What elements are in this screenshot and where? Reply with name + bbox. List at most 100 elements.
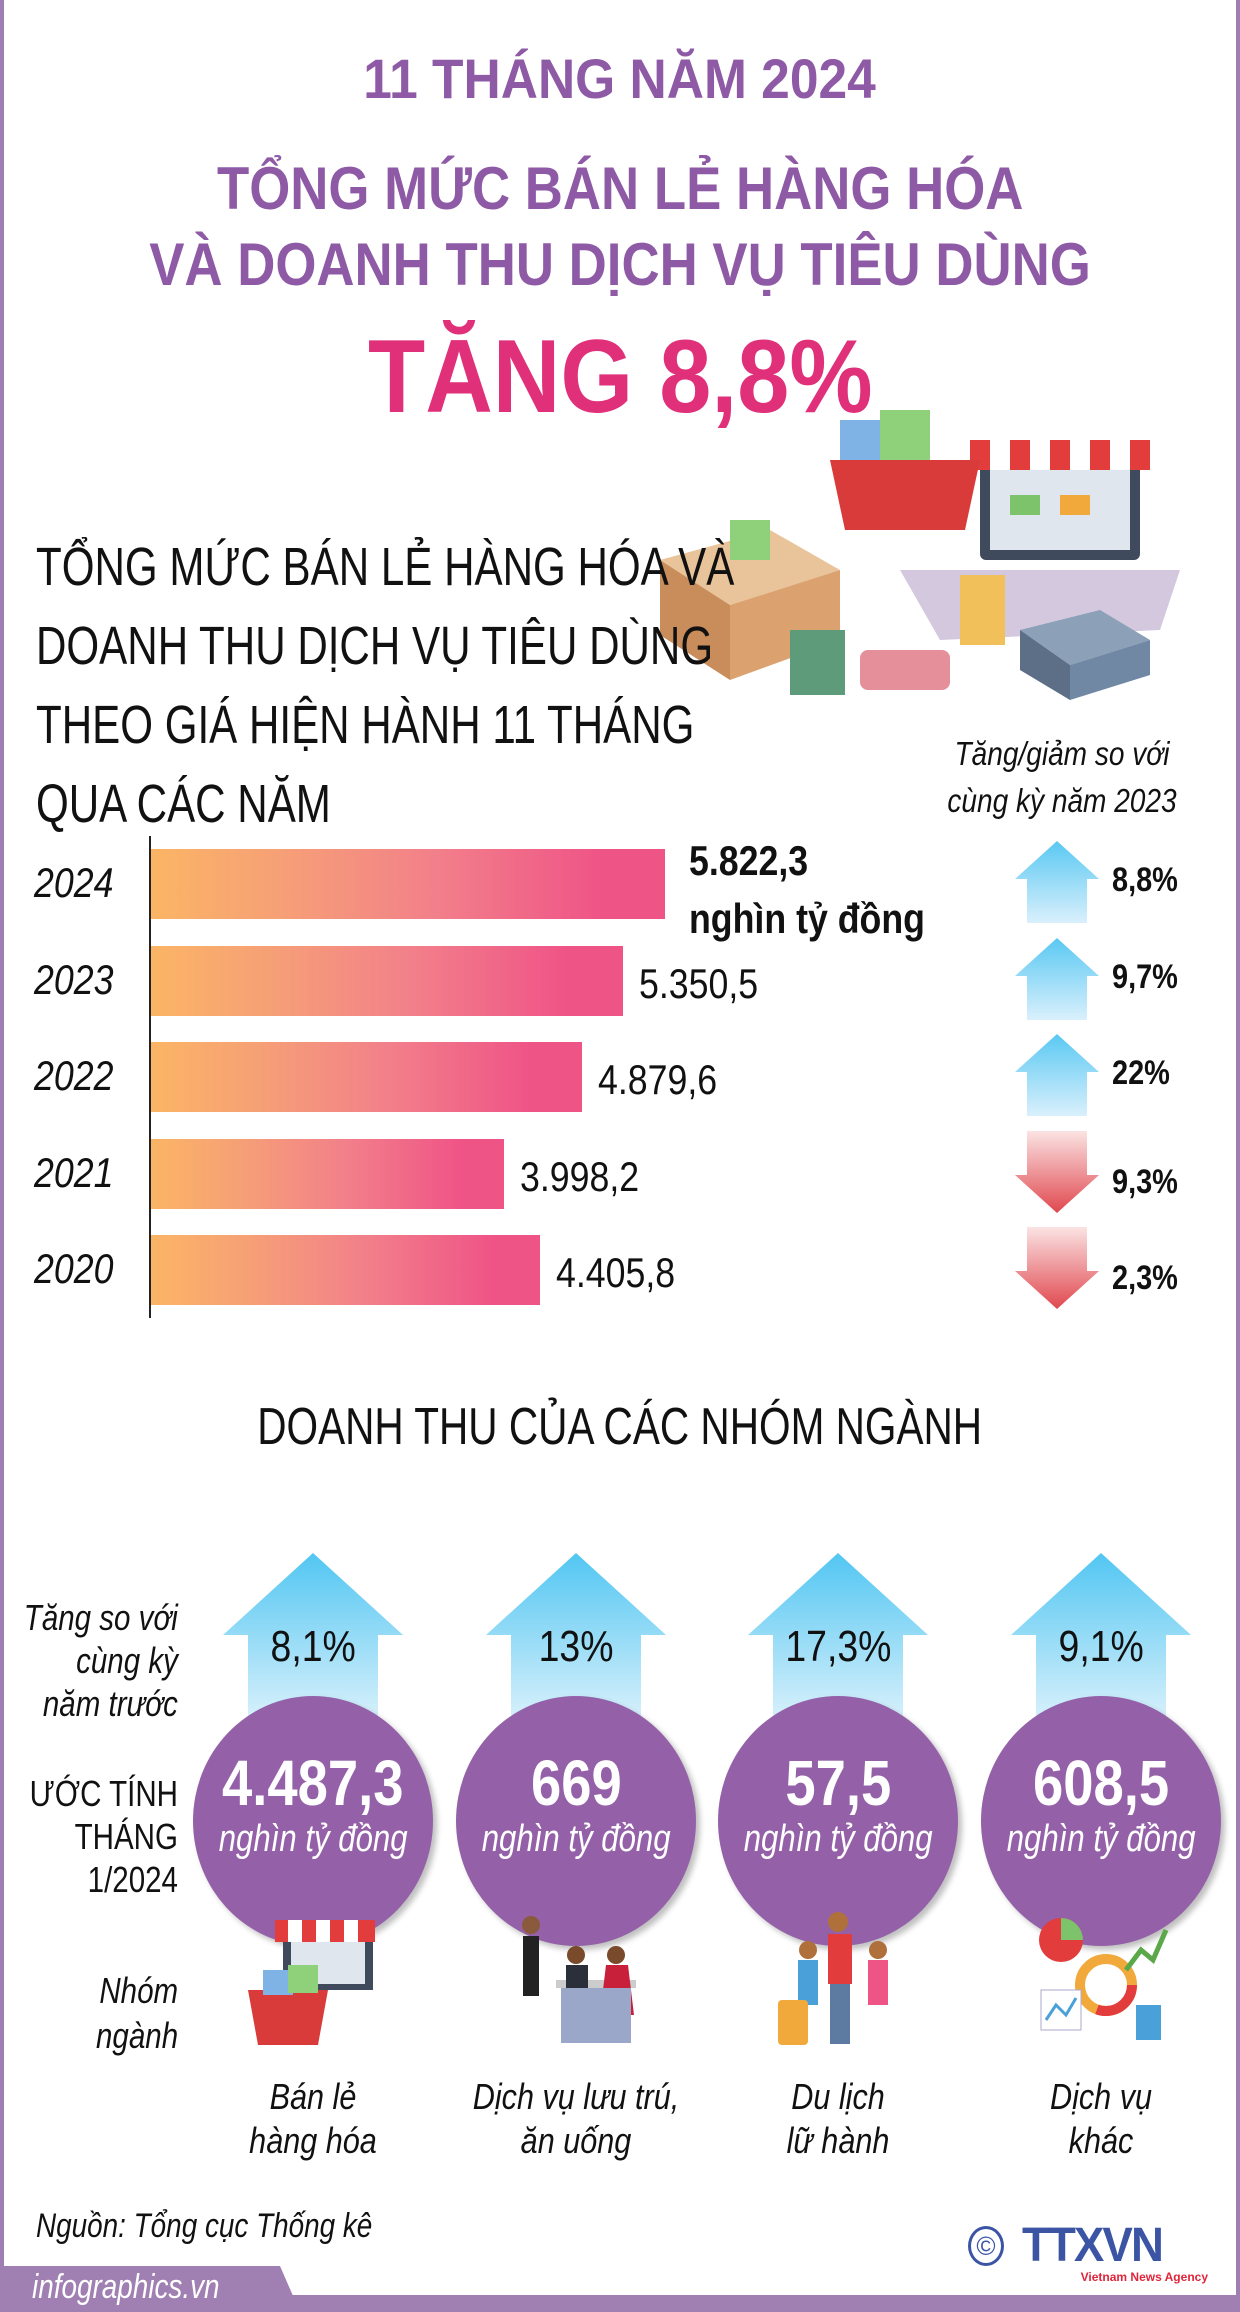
value-label: 5.350,5 bbox=[639, 960, 779, 1008]
group-name-line: ăn uống bbox=[520, 2120, 632, 2161]
logo-subtext: Vietnam News Agency bbox=[1080, 2270, 1208, 2284]
change-label: 22% bbox=[1112, 1054, 1180, 1093]
change-note-line: cùng kỳ năm 2023 bbox=[947, 782, 1177, 819]
group-value-text: 669 bbox=[530, 1747, 622, 1819]
row-label-line: 1/2024 bbox=[87, 1859, 178, 1900]
value-label-text: 5.822,3 bbox=[689, 837, 809, 884]
arrow-down-icon bbox=[1015, 1227, 1099, 1309]
year-label-text: 2023 bbox=[34, 955, 114, 1003]
travel-icon bbox=[778, 1912, 888, 2045]
group-unit: nghìn tỷ đồng bbox=[688, 1818, 988, 1861]
growth-label: 8,1% bbox=[213, 1622, 413, 1672]
group-unit-text: nghìn tỷ đồng bbox=[1006, 1818, 1196, 1860]
group-name-line: hàng hóa bbox=[249, 2120, 377, 2161]
restaurant-icon bbox=[522, 1916, 636, 2043]
value-label-text: 3.998,2 bbox=[519, 1152, 640, 1200]
year-label: 2023 bbox=[34, 956, 127, 1004]
retail-store-icon bbox=[248, 1920, 375, 2045]
row-label-line: ngành bbox=[95, 2015, 178, 2056]
row-label-line: năm trước bbox=[43, 1683, 178, 1724]
growth-row-label: Tăng so với cùng kỳ năm trước bbox=[0, 1596, 178, 1725]
group-value: 608,5 bbox=[951, 1746, 1240, 1820]
basket-icon bbox=[830, 410, 980, 530]
source-text: Nguồn: Tổng cục Thống kê bbox=[36, 2207, 373, 2245]
value-label: 4.879,6 bbox=[598, 1056, 738, 1104]
services-chart-icon bbox=[1039, 1918, 1169, 2040]
value-label-text: 4.405,8 bbox=[555, 1249, 676, 1296]
bar-2021 bbox=[151, 1138, 504, 1209]
unit-label-text: nghìn tỷ đồng bbox=[689, 895, 925, 942]
shopping-illustration bbox=[660, 410, 1180, 700]
group-name: Bán lẻ hàng hóa bbox=[163, 2075, 463, 2163]
group-unit-text: nghìn tỷ đồng bbox=[481, 1818, 671, 1860]
change-label: 9,3% bbox=[1112, 1163, 1190, 1202]
logo-text: TTXVN bbox=[1022, 2219, 1164, 2272]
row-label-line: THÁNG bbox=[74, 1816, 178, 1857]
group-unit: nghìn tỷ đồng bbox=[951, 1818, 1240, 1861]
shoe-box-icon bbox=[1020, 610, 1150, 700]
change-label-text: 8,8% bbox=[1112, 861, 1178, 899]
value-label-text: 4.879,6 bbox=[597, 1056, 717, 1103]
unit-label: nghìn tỷ đồng bbox=[689, 895, 967, 943]
growth-label-text: 9,1% bbox=[1058, 1622, 1144, 1671]
year-label-text: 2021 bbox=[34, 1148, 114, 1196]
growth-label: 13% bbox=[476, 1622, 676, 1672]
footer-tab bbox=[0, 2266, 300, 2312]
header-title-1: TỔNG MỨC BÁN LẺ HÀNG HÓA bbox=[0, 154, 1240, 223]
growth-label: 9,1% bbox=[1001, 1622, 1201, 1672]
copyright-icon: © bbox=[968, 2226, 1004, 2266]
ttxvn-logo: TTXVN Vietnam News Agency bbox=[1022, 2219, 1212, 2285]
value-circle bbox=[981, 1696, 1221, 1946]
growth-arrow-icon bbox=[223, 1553, 403, 1733]
group-name-line: Dịch vụ lưu trú, bbox=[472, 2076, 680, 2117]
arrow-up-icon bbox=[1015, 937, 1099, 1020]
growth-arrow-icon bbox=[486, 1553, 666, 1733]
group-value-text: 608,5 bbox=[1032, 1747, 1170, 1819]
growth-label-text: 13% bbox=[538, 1622, 614, 1671]
row-label-line: cùng kỳ bbox=[76, 1640, 178, 1681]
row-label-line: Tăng so với bbox=[23, 1597, 178, 1638]
year-label: 2024 bbox=[34, 859, 127, 907]
year-label-text: 2020 bbox=[34, 1245, 114, 1292]
change-label: 2,3% bbox=[1112, 1259, 1190, 1298]
shopping-bag-yellow bbox=[960, 575, 1005, 645]
bar-2024 bbox=[151, 849, 665, 919]
section2-title-wrap: DOANH THU CỦA CÁC NHÓM NGÀNH bbox=[0, 1397, 1240, 1457]
year-label: 2021 bbox=[34, 1149, 127, 1197]
change-note: Tăng/giảm so với cùng kỳ năm 2023 bbox=[862, 730, 1240, 824]
group-name: Dịch vụ khác bbox=[951, 2075, 1240, 2163]
group-unit: nghìn tỷ đồng bbox=[163, 1818, 463, 1861]
value-label-text: 5.350,5 bbox=[639, 959, 759, 1007]
site-wrap: infographics.vn bbox=[32, 2268, 261, 2307]
year-label: 2022 bbox=[34, 1052, 127, 1100]
value-label: 3.998,2 bbox=[520, 1153, 660, 1201]
chart-title-line: QUA CÁC NĂM bbox=[36, 774, 331, 834]
monitor-store-icon bbox=[970, 440, 1150, 560]
header-date: 11 THÁNG NĂM 2024 bbox=[0, 46, 1240, 111]
site-link[interactable]: infographics.vn bbox=[32, 2268, 220, 2306]
headline-growth: TĂNG 8,8% bbox=[367, 319, 873, 435]
group-value: 669 bbox=[426, 1746, 726, 1820]
growth-arrow-icon bbox=[1011, 1553, 1191, 1733]
row-label-line: Nhóm bbox=[99, 1970, 178, 2011]
arrow-up-icon bbox=[1015, 841, 1099, 923]
header-line3: VÀ DOANH THU DỊCH VỤ TIÊU DÙNG bbox=[149, 231, 1091, 298]
estimate-row-label: ƯỚC TÍNH THÁNG 1/2024 bbox=[0, 1772, 178, 1901]
change-label-text: 9,3% bbox=[1112, 1162, 1178, 1201]
group-row-label: Nhóm ngành bbox=[78, 1968, 178, 2058]
year-label-text: 2022 bbox=[34, 1052, 114, 1099]
group-name-line: Bán lẻ bbox=[269, 2076, 357, 2117]
chart-title-line: TỔNG MỨC BÁN LẺ HÀNG HÓA VÀ bbox=[36, 537, 735, 597]
value-circle bbox=[718, 1696, 958, 1946]
year-label: 2020 bbox=[34, 1245, 127, 1293]
growth-label: 17,3% bbox=[738, 1622, 938, 1672]
shopping-bag-green bbox=[790, 630, 845, 695]
group-name-line: khác bbox=[1068, 2120, 1134, 2161]
chart-title-line: THEO GIÁ HIỆN HÀNH 11 THÁNG bbox=[36, 695, 695, 755]
growth-label-text: 8,1% bbox=[270, 1622, 356, 1671]
change-label-text: 9,7% bbox=[1112, 957, 1178, 996]
group-unit-text: nghìn tỷ đồng bbox=[743, 1818, 933, 1860]
bar-2023 bbox=[151, 945, 624, 1016]
change-label: 9,7% bbox=[1112, 958, 1190, 997]
